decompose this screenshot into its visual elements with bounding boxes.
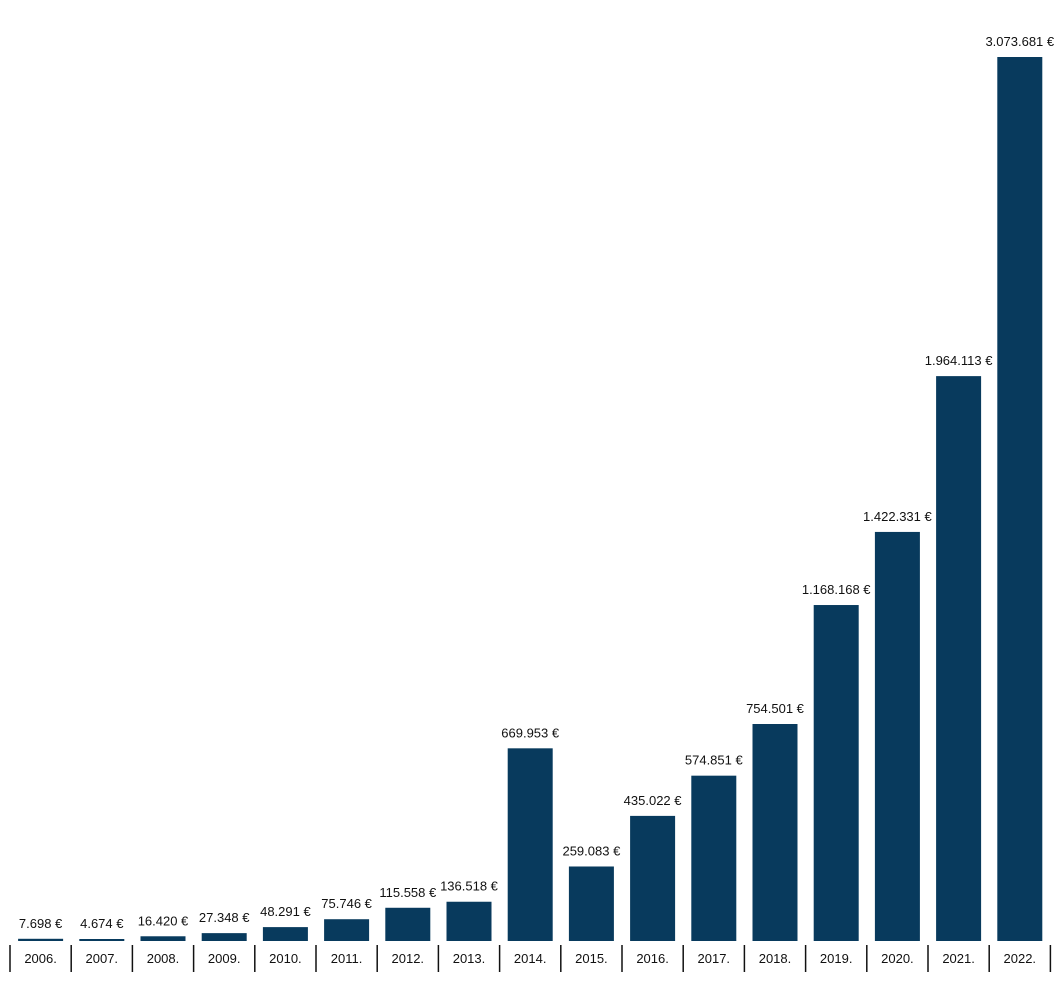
- bar-2022: [997, 57, 1043, 941]
- x-tick-label: 2021.: [942, 951, 975, 966]
- bar-value-label: 48.291 €: [260, 904, 311, 919]
- bar-value-label: 16.420 €: [138, 913, 189, 928]
- bar-2015: [568, 866, 614, 941]
- x-tick-label: 2013.: [453, 951, 486, 966]
- bar-value-label: 1.964.113 €: [925, 353, 993, 368]
- x-axis: [9, 945, 1052, 972]
- bar-2014: [507, 748, 553, 941]
- x-tick-label: 2022.: [1004, 951, 1037, 966]
- bar-2020: [874, 531, 920, 941]
- bar-value-label: 115.558 €: [379, 885, 437, 900]
- bar-value-label: 4.674 €: [80, 916, 124, 931]
- x-tick-label: 2012.: [392, 951, 425, 966]
- bar-2018: [752, 724, 798, 941]
- x-tick-label: 2008.: [147, 951, 180, 966]
- bar-value-label: 136.518 €: [440, 879, 499, 894]
- x-tick-label: 2019.: [820, 951, 853, 966]
- x-axis-ticks: 2006. 2007. 2008. 2009. 2010. 2011. 2012. 2013.…: [24, 951, 1036, 966]
- bar-value-label: 1.422.331 €: [863, 509, 932, 524]
- x-tick-label: 2020.: [881, 951, 914, 966]
- bar-value-label: 3.073.681 €: [985, 34, 1054, 49]
- bar-value-label: 1.168.168 €: [802, 582, 871, 597]
- bar-2017: [691, 775, 737, 941]
- bar-2010: [262, 927, 308, 941]
- bar-value-label: 435.022 €: [624, 793, 683, 808]
- x-tick-label: 2018.: [759, 951, 792, 966]
- bar-2021: [936, 376, 982, 941]
- bar-value-label: 574.851 €: [685, 753, 744, 768]
- x-tick-label: 2009.: [208, 951, 241, 966]
- x-tick-label: 2016.: [636, 951, 669, 966]
- x-tick-label: 2017.: [698, 951, 731, 966]
- bar-2016: [630, 815, 676, 941]
- bar-value-label: 754.501 €: [746, 701, 805, 716]
- x-tick-label: 2015.: [575, 951, 608, 966]
- bar-2019: [813, 605, 859, 941]
- x-tick-label: 2007.: [86, 951, 119, 966]
- bar-value-label: 75.746 €: [321, 896, 372, 911]
- bar-2006: [18, 938, 64, 941]
- bar-2012: [385, 907, 431, 941]
- x-tick-label: 2006.: [24, 951, 57, 966]
- value-labels-layer: 7.698 € 4.674 € 16.420 € 27.348 € 48.291 € 75…: [19, 34, 1055, 931]
- bar-value-label: 259.083 €: [562, 843, 621, 858]
- bar-2009: [201, 933, 247, 941]
- bar-2007: [79, 939, 125, 941]
- bar-2011: [324, 919, 370, 941]
- bar-2008: [140, 936, 186, 941]
- x-tick-label: 2011.: [331, 951, 363, 966]
- bar-value-label: 669.953 €: [501, 725, 560, 740]
- bar-value-label: 7.698 €: [19, 916, 63, 931]
- x-tick-label: 2010.: [269, 951, 302, 966]
- x-tick-label: 2014.: [514, 951, 547, 966]
- bars-layer: [18, 57, 1043, 941]
- bar-value-label: 27.348 €: [199, 910, 250, 925]
- bar-2013: [446, 901, 492, 941]
